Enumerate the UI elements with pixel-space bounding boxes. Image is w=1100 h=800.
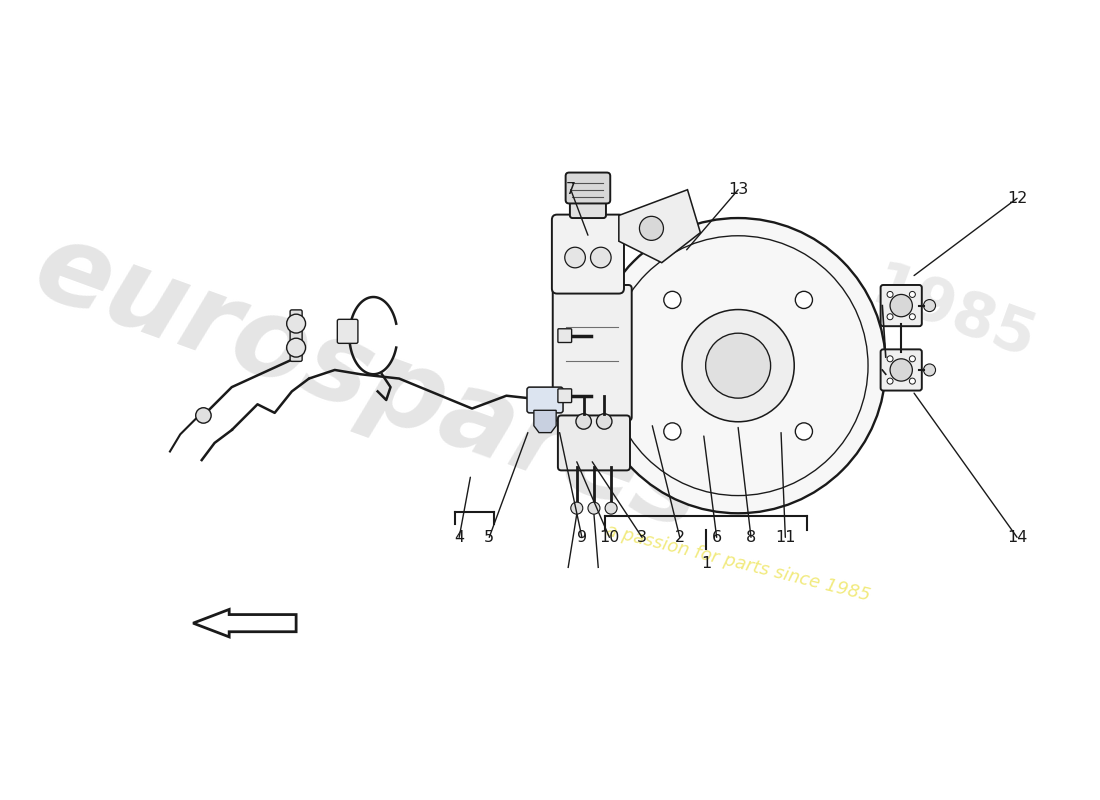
Circle shape	[910, 356, 915, 362]
Circle shape	[639, 216, 663, 240]
FancyBboxPatch shape	[527, 387, 563, 413]
Text: 9: 9	[576, 530, 587, 545]
Text: 11: 11	[776, 530, 795, 545]
Circle shape	[576, 414, 592, 429]
Circle shape	[587, 502, 600, 514]
Text: 5: 5	[484, 530, 494, 545]
FancyBboxPatch shape	[881, 350, 922, 390]
Text: 1985: 1985	[862, 258, 1043, 371]
FancyBboxPatch shape	[881, 285, 922, 326]
Text: 1: 1	[701, 555, 711, 570]
FancyBboxPatch shape	[290, 310, 303, 362]
Polygon shape	[534, 410, 557, 433]
Circle shape	[663, 423, 681, 440]
Circle shape	[605, 502, 617, 514]
Circle shape	[910, 378, 915, 384]
Text: 7: 7	[565, 182, 575, 198]
Circle shape	[571, 502, 583, 514]
Circle shape	[924, 364, 935, 376]
Text: 12: 12	[1006, 191, 1027, 206]
FancyBboxPatch shape	[338, 319, 358, 343]
Text: 10: 10	[600, 530, 619, 545]
Text: 3: 3	[637, 530, 647, 545]
Circle shape	[887, 314, 893, 320]
Circle shape	[663, 291, 681, 309]
Circle shape	[924, 299, 935, 311]
Text: 2: 2	[674, 530, 685, 545]
Text: 13: 13	[728, 182, 748, 198]
Circle shape	[910, 314, 915, 320]
Circle shape	[564, 247, 585, 268]
Text: 14: 14	[1006, 530, 1027, 545]
Text: 4: 4	[454, 530, 464, 545]
Circle shape	[591, 247, 612, 268]
FancyBboxPatch shape	[565, 173, 610, 203]
Circle shape	[706, 333, 771, 398]
FancyBboxPatch shape	[552, 285, 631, 421]
Text: 8: 8	[746, 530, 756, 545]
Circle shape	[795, 423, 813, 440]
Circle shape	[887, 291, 893, 298]
FancyBboxPatch shape	[558, 415, 630, 470]
Circle shape	[890, 294, 912, 317]
Text: 6: 6	[712, 530, 722, 545]
FancyBboxPatch shape	[570, 196, 606, 218]
FancyBboxPatch shape	[558, 329, 572, 342]
Polygon shape	[194, 610, 296, 637]
Circle shape	[287, 338, 306, 357]
Circle shape	[287, 314, 306, 333]
FancyBboxPatch shape	[558, 389, 572, 402]
Circle shape	[887, 356, 893, 362]
Circle shape	[887, 378, 893, 384]
Circle shape	[682, 310, 794, 422]
Polygon shape	[619, 190, 701, 262]
Circle shape	[890, 359, 912, 381]
Circle shape	[795, 291, 813, 309]
Text: eurospares: eurospares	[21, 213, 717, 554]
Circle shape	[910, 291, 915, 298]
Circle shape	[596, 414, 612, 429]
Circle shape	[196, 408, 211, 423]
Text: a passion for parts since 1985: a passion for parts since 1985	[604, 522, 872, 605]
Circle shape	[591, 218, 886, 514]
FancyBboxPatch shape	[552, 214, 624, 294]
